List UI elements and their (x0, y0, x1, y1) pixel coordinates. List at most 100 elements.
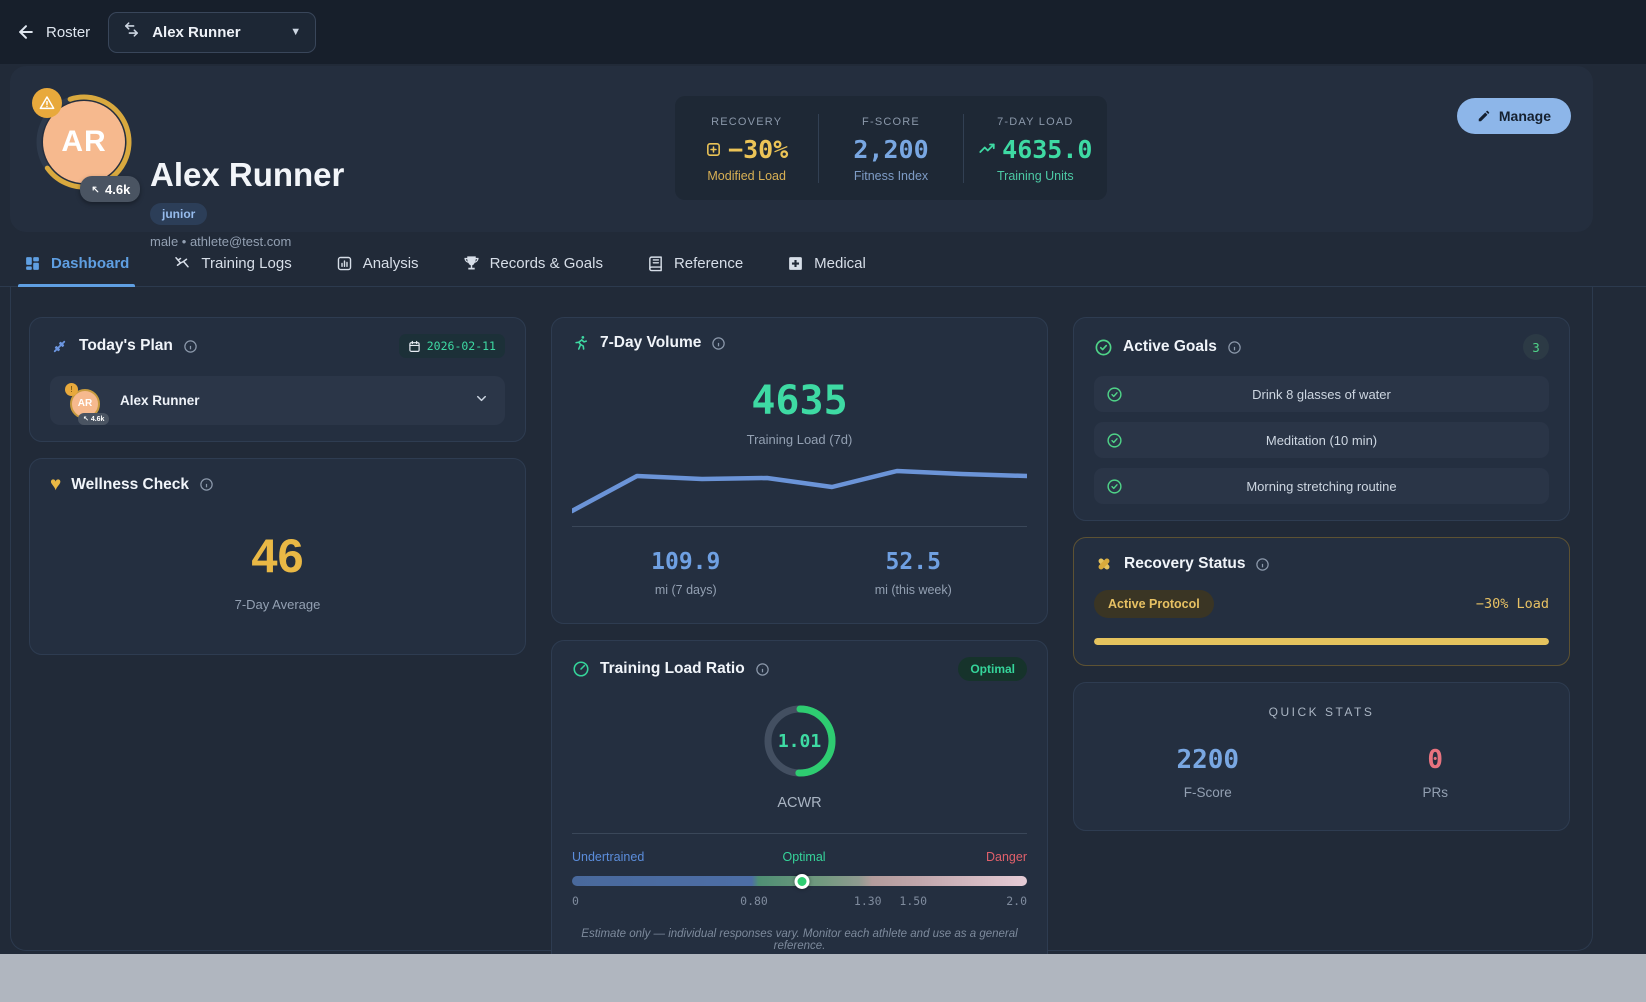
trend-arrow-icon (92, 186, 99, 192)
goal-item[interactable]: Drink 8 glasses of water (1094, 376, 1549, 412)
plan-date: 2026-02-11 (426, 339, 496, 353)
zone-danger-label: Danger (986, 850, 1027, 864)
acwr-label: ACWR (777, 795, 822, 811)
plan-athlete-select[interactable]: ! AR ↖ 4.6k Alex Runner (50, 376, 505, 425)
mini-stat-badge: ↖ 4.6k (78, 412, 110, 425)
athlete-name: Alex Runner (150, 156, 345, 193)
goal-label: Morning stretching routine (1246, 478, 1397, 494)
volume-title: 7-Day Volume (600, 334, 702, 351)
todays-plan-title: Today's Plan (79, 337, 173, 354)
dumbbell-icon (50, 337, 69, 356)
back-arrow-icon[interactable] (16, 22, 36, 42)
status-badge: Optimal (958, 657, 1027, 681)
info-icon[interactable] (183, 339, 198, 354)
volume-right-sub: mi (this week) (874, 583, 952, 597)
tab-analysis[interactable]: Analysis (336, 240, 419, 286)
top-bar: Roster Alex Runner ▼ (0, 0, 1646, 64)
active-goals-card: Active Goals 3 Drink 8 glasses of water (1073, 317, 1570, 521)
tab-medical[interactable]: Medical (787, 240, 866, 286)
info-icon[interactable] (1227, 340, 1242, 355)
swap-icon (123, 21, 140, 43)
avatar-initials: AR (43, 101, 125, 183)
runner-icon (572, 334, 590, 352)
quick-stat-fscore: 2200 F-Score (1094, 745, 1322, 800)
sneaker-icon (173, 254, 191, 272)
info-icon[interactable] (711, 336, 726, 351)
avatar: AR 4.6k (32, 88, 141, 210)
volume-stat-left: 109.9 mi (7 days) (572, 549, 800, 597)
pencil-icon (1478, 110, 1490, 122)
stat-fscore: F-SCORE 2,200 Fitness Index (818, 113, 962, 183)
back-label[interactable]: Roster (46, 23, 91, 41)
info-icon[interactable] (199, 477, 214, 492)
stat-recovery-label: RECOVERY (711, 115, 783, 128)
quick-stats-title: QUICK STATS (1268, 705, 1375, 719)
wellness-title: Wellness Check (71, 475, 190, 493)
active-goals-title: Active Goals (1123, 338, 1217, 355)
tab-dashboard[interactable]: Dashboard (17, 240, 136, 287)
acwr-gauge: 1.01 (762, 703, 838, 779)
load-ratio-title: Training Load Ratio (600, 660, 745, 677)
info-icon[interactable] (755, 662, 770, 677)
stat-7day-load-sub: Training Units (996, 168, 1074, 183)
mini-avatar: ! AR ↖ 4.6k (65, 382, 110, 425)
trending-up-icon (979, 143, 995, 153)
calendar-icon (409, 340, 420, 352)
volume-card: 7-Day Volume 4635 Training Load (7d) 109… (551, 317, 1048, 624)
tick-080: 0.80 (740, 894, 768, 908)
tick-150: 1.50 (899, 894, 928, 908)
tick-20: 2.0 (1006, 894, 1027, 908)
info-icon[interactable] (1255, 557, 1270, 572)
volume-right-value: 52.5 (885, 549, 941, 575)
plan-date-chip: 2026-02-11 (398, 334, 505, 358)
chevron-down-icon (474, 391, 489, 411)
wellness-value: 46 (251, 529, 304, 582)
back-to-roster[interactable]: Roster (16, 22, 90, 42)
recovery-status-card: Recovery Status Active Protocol −30% Loa… (1073, 537, 1570, 666)
goal-item[interactable]: Meditation (10 min) (1094, 422, 1549, 458)
avatar-stat-badge: 4.6k (80, 176, 141, 202)
recovery-title: Recovery Status (1124, 555, 1246, 572)
tab-training-logs[interactable]: Training Logs (173, 240, 292, 286)
trophy-icon (463, 255, 480, 272)
tick-0: 0 (572, 894, 579, 908)
volume-stat-right: 52.5 mi (this week) (800, 549, 1028, 597)
zone-optimal-label: Optimal (782, 850, 826, 864)
plan-athlete-name: Alex Runner (120, 393, 200, 408)
tab-records-goals[interactable]: Records & Goals (463, 240, 603, 286)
tab-reference[interactable]: Reference (647, 240, 743, 286)
gauge-icon (572, 660, 590, 678)
athlete-meta: male • athlete@test.com (150, 234, 292, 249)
athlete-selector[interactable]: Alex Runner ▼ (108, 11, 317, 53)
goal-check-icon[interactable] (1106, 478, 1123, 495)
zone-undertrained-label: Undertrained (572, 850, 645, 864)
stat-7day-load-label: 7-DAY LOAD (997, 115, 1074, 128)
bar-chart-icon (336, 255, 353, 272)
manage-button[interactable]: Manage (1456, 98, 1571, 134)
tick-130: 1.30 (853, 894, 882, 908)
quick-stats-card: QUICK STATS 2200 F-Score 0 PRs (1073, 682, 1570, 831)
divider (572, 833, 1027, 834)
bottom-strip (0, 954, 1646, 1002)
recovery-progress-track (1094, 638, 1549, 645)
stat-fscore-sub: Fitness Index (853, 168, 929, 183)
stat-7day-load: 7-DAY LOAD 4635.0 Training Units (962, 113, 1107, 183)
volume-left-value: 109.9 (651, 549, 721, 575)
todays-plan-card: Today's Plan 2026-02-11 ! AR ↖ 4.6k (29, 317, 526, 442)
level-badge: junior (150, 203, 208, 225)
dashboard-grid-icon (24, 255, 41, 272)
goal-label: Drink 8 glasses of water (1252, 386, 1391, 402)
check-circle-icon (1094, 338, 1113, 357)
stat-recovery-sub: Modified Load (707, 168, 786, 183)
quick-prs-value: 0 (1427, 745, 1444, 775)
stat-fscore-label: F-SCORE (862, 115, 920, 128)
medical-cross-icon (787, 255, 804, 272)
volume-sparkline (569, 465, 1030, 527)
goal-item[interactable]: Morning stretching routine (1094, 468, 1549, 504)
header-stats-panel: RECOVERY −30% Modified Load F-SCORE 2,20… (675, 96, 1107, 200)
load-ratio-card: Training Load Ratio Optimal 1.01 ACWR (551, 640, 1048, 973)
acwr-value: 1.01 (777, 730, 822, 752)
goal-check-icon[interactable] (1106, 432, 1123, 449)
warning-badge-icon (32, 88, 62, 118)
goal-check-icon[interactable] (1106, 386, 1123, 403)
